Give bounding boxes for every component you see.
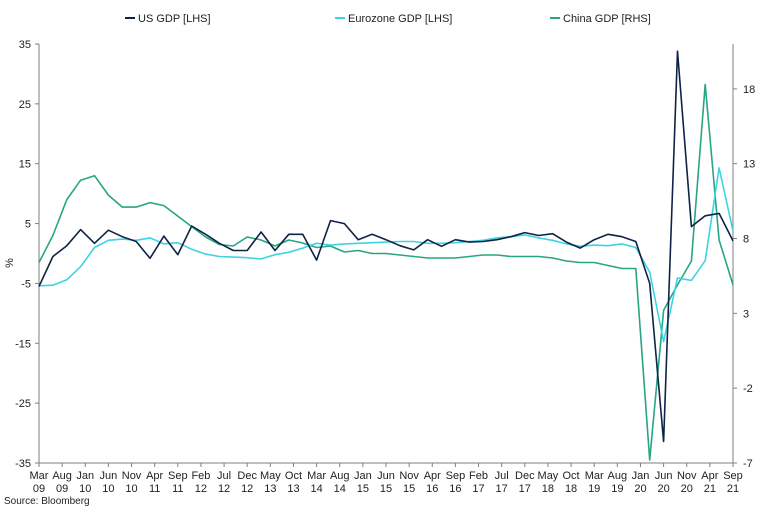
x-tick-year: 17 xyxy=(472,483,484,495)
x-tick-month: Aug xyxy=(52,470,72,482)
x-tick-year: 09 xyxy=(33,483,45,495)
x-tick-year: 10 xyxy=(79,483,91,495)
x-tick-month: Aug xyxy=(330,470,350,482)
right-tick-label: 8 xyxy=(743,234,749,246)
x-tick-year: 20 xyxy=(634,483,646,495)
x-tick-year: 10 xyxy=(102,483,114,495)
x-tick-month: Feb xyxy=(191,470,210,482)
x-tick-month: Jun xyxy=(655,470,673,482)
x-tick-year: 14 xyxy=(310,483,322,495)
right-tick-label: 13 xyxy=(743,159,755,171)
axes xyxy=(35,43,737,467)
x-tick-year: 20 xyxy=(681,483,693,495)
x-tick-month: Sep xyxy=(723,470,743,482)
x-tick-month: May xyxy=(538,470,559,482)
x-tick-month: Apr xyxy=(701,470,718,482)
x-tick-month: Feb xyxy=(469,470,488,482)
series-line-eurozone-gdp-lhs xyxy=(38,167,734,343)
x-tick-month: Jun xyxy=(377,470,395,482)
y-axis-label: % xyxy=(4,258,16,268)
legend-label: US GDP [LHS] xyxy=(138,13,211,25)
x-tick-month: May xyxy=(260,470,281,482)
x-tick-year: 16 xyxy=(449,483,461,495)
x-tick-month: Jun xyxy=(100,470,118,482)
x-tick-month: Aug xyxy=(608,470,628,482)
x-tick-month: Jan xyxy=(632,470,650,482)
x-tick-year: 16 xyxy=(426,483,438,495)
x-tick-month: Sep xyxy=(168,470,188,482)
x-tick-year: 20 xyxy=(657,483,669,495)
x-tick-year: 14 xyxy=(334,483,346,495)
right-tick-label: 3 xyxy=(743,308,749,320)
x-tick-month: Mar xyxy=(585,470,604,482)
legend: US GDP [LHS] Eurozone GDP [LHS] China GDP … xyxy=(125,13,651,25)
x-tick-month: Sep xyxy=(446,470,466,482)
x-tick-month: Nov xyxy=(677,470,697,482)
x-tick-month: Dec xyxy=(237,470,257,482)
x-tick-year: 17 xyxy=(496,483,508,495)
x-tick-month: Jan xyxy=(76,470,94,482)
x-tick-year: 15 xyxy=(380,483,392,495)
x-tick-year: 12 xyxy=(218,483,230,495)
x-tick-year: 19 xyxy=(611,483,623,495)
x-tick-month: Jan xyxy=(354,470,372,482)
x-tick-year: 15 xyxy=(403,483,415,495)
left-tick-label: -15 xyxy=(15,338,31,350)
x-tick-month: Dec xyxy=(515,470,535,482)
x-tick-year: 18 xyxy=(542,483,554,495)
series-layer xyxy=(38,50,734,461)
left-tick-label: -5 xyxy=(21,278,31,290)
x-tick-month: Oct xyxy=(563,470,580,482)
left-tick-label: 35 xyxy=(19,39,31,51)
x-tick-year: 12 xyxy=(241,483,253,495)
x-tick-year: 17 xyxy=(519,483,531,495)
series-line-us-gdp-lhs xyxy=(38,50,734,443)
series-line-china-gdp-rhs xyxy=(38,83,734,461)
left-tick-label: 15 xyxy=(19,159,31,171)
right-tick-label: -7 xyxy=(743,458,753,470)
x-tick-year: 21 xyxy=(704,483,716,495)
x-tick-month: Apr xyxy=(146,470,163,482)
x-tick-year: 11 xyxy=(149,483,160,495)
legend-label: China GDP [RHS] xyxy=(563,13,651,25)
x-tick-year: 13 xyxy=(264,483,276,495)
legend-label: Eurozone GDP [LHS] xyxy=(348,13,452,25)
x-tick-year: 18 xyxy=(565,483,577,495)
x-tick-month: Mar xyxy=(307,470,326,482)
x-tick-month: Jul xyxy=(495,470,509,482)
left-tick-label: -35 xyxy=(15,458,31,470)
x-tick-year: 19 xyxy=(588,483,600,495)
left-tick-label: 25 xyxy=(19,99,31,111)
source-note: Source: Bloomberg xyxy=(4,496,90,507)
x-tick-year: 15 xyxy=(357,483,369,495)
x-tick-month: Mar xyxy=(30,470,49,482)
x-tick-month: Oct xyxy=(285,470,302,482)
left-tick-label: 5 xyxy=(25,219,31,231)
x-tick-month: Nov xyxy=(399,470,419,482)
x-tick-year: 09 xyxy=(56,483,68,495)
tick-labels: 3525155-5-15-25-35181383-2-7%Mar09Aug09J… xyxy=(4,39,755,495)
x-tick-month: Jul xyxy=(217,470,231,482)
x-tick-year: 12 xyxy=(195,483,207,495)
x-tick-year: 21 xyxy=(727,483,739,495)
x-tick-year: 13 xyxy=(287,483,299,495)
right-tick-label: 18 xyxy=(743,84,755,96)
x-tick-year: 11 xyxy=(172,483,183,495)
x-tick-month: Nov xyxy=(122,470,142,482)
x-tick-month: Apr xyxy=(424,470,441,482)
right-tick-label: -2 xyxy=(743,383,753,395)
x-tick-year: 10 xyxy=(125,483,137,495)
left-tick-label: -25 xyxy=(15,398,31,410)
